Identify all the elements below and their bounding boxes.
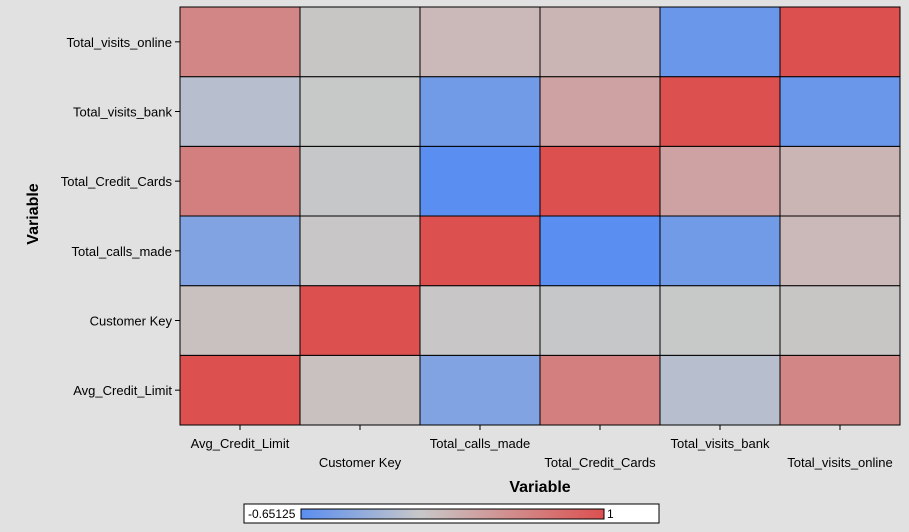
- heatmap-cell: [539, 215, 661, 287]
- heatmap-cell: [779, 76, 901, 147]
- heatmap-cell: [779, 354, 901, 426]
- heatmap-cell: [779, 215, 901, 287]
- y-axis-tick-label: Total_Credit_Cards: [61, 174, 173, 189]
- heatmap-cell: [659, 215, 781, 287]
- heatmap-cell: [539, 76, 661, 147]
- heatmap-cell: [539, 6, 661, 78]
- heatmap-cell: [539, 285, 661, 356]
- heatmap-cell: [779, 6, 901, 78]
- heatmap-cell: [659, 76, 781, 147]
- heatmap-cell: [179, 354, 301, 426]
- x-axis-tick-label: Customer Key: [319, 455, 402, 470]
- heatmap-cell: [179, 285, 301, 356]
- heatmap-cell: [419, 354, 541, 426]
- heatmap-cell: [179, 215, 301, 287]
- axis-tick-labels: Avg_Credit_Limit Customer Key Total_calls_…: [61, 35, 893, 470]
- heatmap-cell: [539, 145, 661, 217]
- heatmap-cell: [179, 76, 301, 147]
- heatmap-cell: [419, 6, 541, 78]
- heatmap-cell: [779, 145, 901, 217]
- heatmap-cell: [659, 285, 781, 356]
- y-axis-tick-label: Customer Key: [90, 314, 173, 329]
- heatmap-cell: [419, 215, 541, 287]
- heatmap-cell: [299, 215, 421, 287]
- heatmap-cell: [659, 6, 781, 78]
- heatmap-cell: [299, 145, 421, 217]
- x-axis-tick-label: Total_Credit_Cards: [544, 455, 656, 470]
- heatmap-cell: [659, 354, 781, 426]
- x-axis-tick-label: Total_visits_bank: [671, 436, 770, 451]
- heatmap-cell: [299, 6, 421, 78]
- y-axis-tick-label: Total_visits_online: [66, 35, 172, 50]
- heatmap-cell: [419, 76, 541, 147]
- heatmap-cell: [179, 6, 301, 78]
- legend-gradient-bar: [300, 508, 605, 520]
- heatmap-cell: [659, 145, 781, 217]
- heatmap-cell: [299, 354, 421, 426]
- color-legend: -0.65125 1: [243, 503, 660, 524]
- heatmap-cell: [419, 285, 541, 356]
- x-axis-tick-label: Total_calls_made: [430, 436, 530, 451]
- axis-ticks: [175, 41, 841, 430]
- heatmap-cells: [179, 6, 901, 426]
- heatmap-cell: [539, 354, 661, 426]
- heatmap-cell: [419, 145, 541, 217]
- legend-min-label: -0.65125: [248, 507, 296, 521]
- legend-max-label: 1: [607, 507, 614, 521]
- x-axis-title: Variable: [509, 479, 570, 496]
- y-axis-tick-label: Total_calls_made: [72, 244, 172, 259]
- heatmap-cell: [179, 145, 301, 217]
- heatmap-cell: [299, 285, 421, 356]
- y-axis-tick-label: Total_visits_bank: [73, 105, 172, 120]
- y-axis-tick-label: Avg_Credit_Limit: [73, 383, 172, 398]
- heatmap-cell: [779, 285, 901, 356]
- y-axis-title: Variable: [25, 183, 42, 244]
- x-axis-tick-label: Avg_Credit_Limit: [191, 436, 290, 451]
- x-axis-tick-label: Total_visits_online: [787, 455, 893, 470]
- heatmap-cell: [299, 76, 421, 147]
